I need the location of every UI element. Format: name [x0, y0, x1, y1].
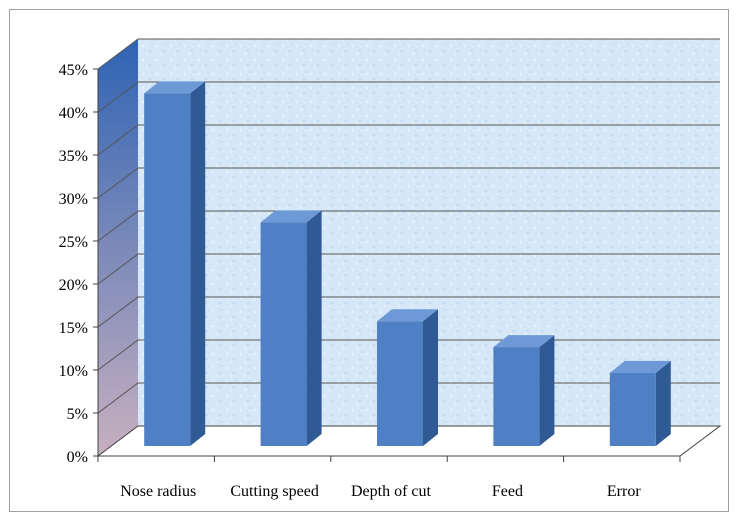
x-axis-labels: Nose radius Cutting speed Depth of cut Feed…: [97, 456, 681, 500]
gridline: [97, 124, 720, 156]
bar-front: [260, 222, 307, 446]
bar: [144, 81, 206, 447]
bar: [377, 309, 438, 446]
bar: [493, 335, 555, 446]
gridline: [97, 253, 720, 285]
bar-top: [493, 335, 555, 348]
bar-top: [377, 309, 438, 322]
y-tick-label: 30%: [59, 191, 88, 208]
bars: [144, 81, 671, 447]
x-tick-label: Nose radius: [120, 483, 196, 500]
y-tick-label: 10%: [59, 363, 88, 380]
x-tick-label: Error: [607, 483, 641, 500]
bar-top: [260, 210, 322, 223]
bar-front: [377, 321, 423, 446]
y-tick-label: 35%: [59, 148, 88, 165]
side-wall: [98, 39, 138, 456]
x-tick-label: Feed: [492, 483, 523, 500]
bar-front: [144, 93, 191, 447]
y-axis-ticks: 0% 5% 10% 15% 20% 25% 30% 35% 40% 45%: [59, 62, 99, 466]
x-tick-label: Cutting speed: [230, 483, 318, 500]
y-tick-label: 5%: [67, 406, 88, 423]
bar-side: [190, 81, 206, 447]
bar-front: [493, 347, 540, 446]
bar: [609, 360, 671, 446]
gridline: [97, 296, 720, 328]
y-tick-label: 20%: [59, 277, 88, 294]
bar-top: [144, 81, 206, 94]
bar-side: [306, 210, 322, 446]
x-tick-label: Depth of cut: [351, 483, 432, 500]
y-tick-label: 25%: [59, 234, 88, 251]
bar-side: [539, 335, 555, 446]
gridline: [97, 38, 720, 70]
y-tick-label: 15%: [59, 320, 88, 337]
gridline: [97, 167, 720, 199]
y-tick-label: 40%: [59, 105, 88, 122]
y-tick-label: 45%: [59, 62, 88, 79]
bar-top: [609, 360, 671, 373]
gridline: [97, 210, 720, 242]
bar-front: [609, 372, 656, 446]
bar-side: [655, 360, 671, 446]
gridline: [97, 81, 720, 113]
y-tick-label: 0%: [67, 449, 88, 466]
bar-side: [423, 309, 438, 446]
bar: [260, 210, 322, 446]
